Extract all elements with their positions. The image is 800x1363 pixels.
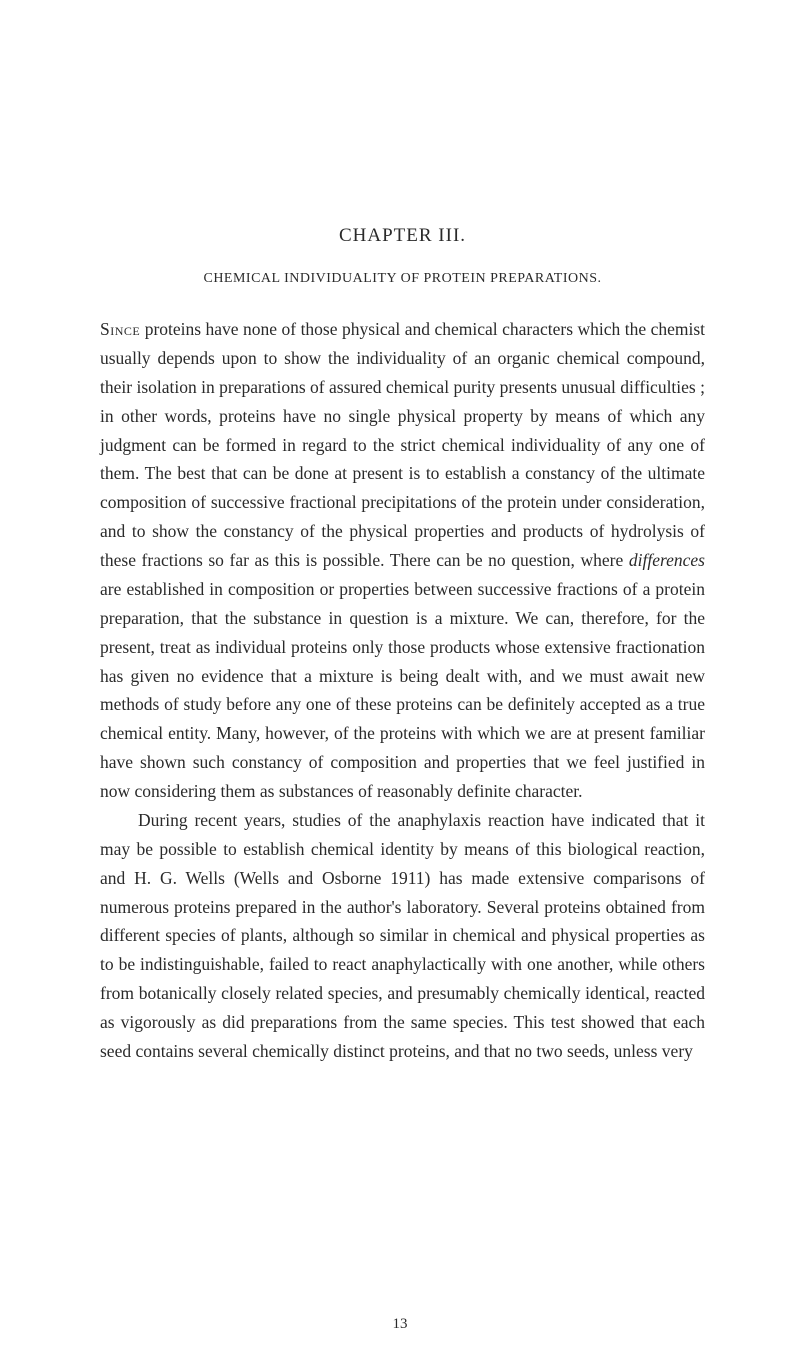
page-number: 13 bbox=[0, 1316, 800, 1333]
paragraph-2: During recent years, studies of the anap… bbox=[100, 806, 705, 1066]
paragraph-1: Since proteins have none of those physic… bbox=[100, 315, 705, 806]
italic-word: differences bbox=[629, 550, 705, 570]
section-title: CHEMICAL INDIVIDUALITY OF PROTEIN PREPAR… bbox=[100, 271, 705, 287]
chapter-title: CHAPTER III. bbox=[100, 225, 705, 247]
leading-word: Since bbox=[100, 319, 140, 339]
paragraph-2-text: During recent years, studies of the anap… bbox=[100, 810, 705, 1061]
paragraph-1-text-a: proteins have none of those physical and… bbox=[100, 319, 705, 570]
paragraph-1-text-b: are established in composition or proper… bbox=[100, 579, 705, 801]
